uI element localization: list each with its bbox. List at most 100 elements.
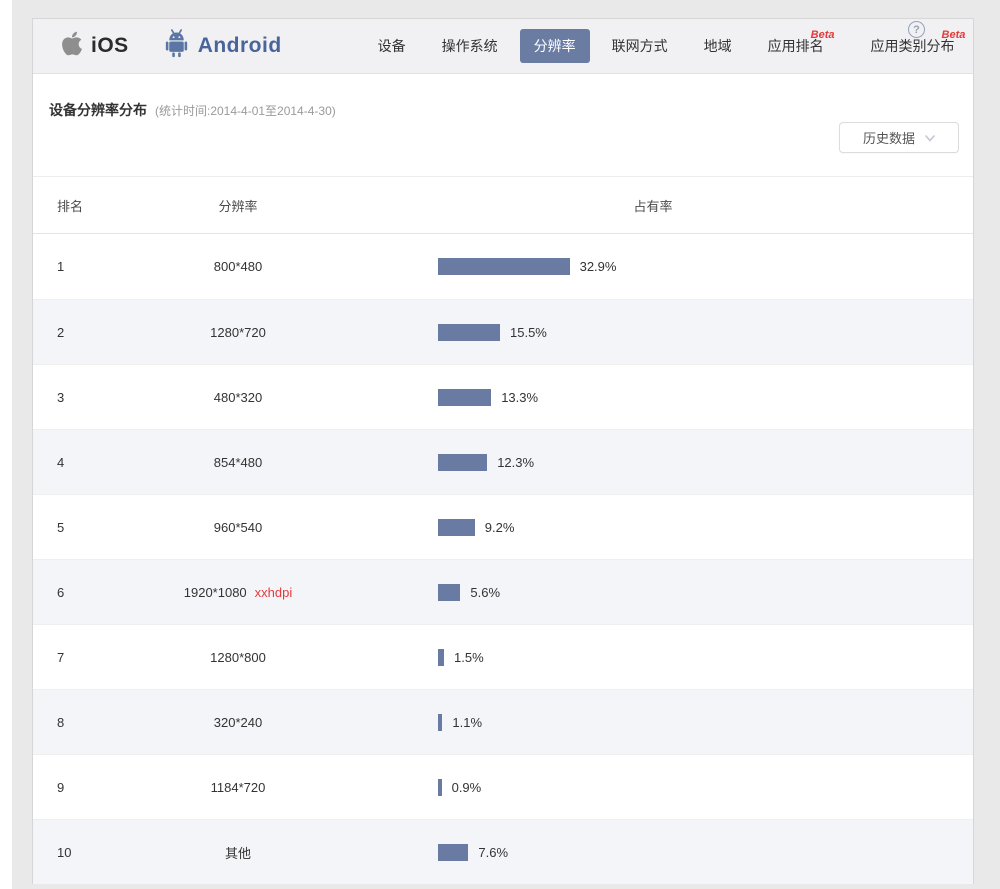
rank-cell: 4: [57, 454, 65, 470]
resolution-value: 1920*1080: [183, 584, 247, 600]
share-cell: 12.3%: [333, 453, 973, 471]
share-bar: [438, 323, 500, 341]
nav-tab-设备[interactable]: 设备: [364, 29, 420, 63]
top-nav: iOS: [33, 19, 973, 74]
rank-cell: 7: [57, 649, 65, 665]
platform-tab-ios[interactable]: iOS: [61, 30, 129, 62]
share-cell: 32.9%: [333, 258, 973, 275]
nav-tab-分辨率[interactable]: 分辨率: [519, 29, 590, 63]
resolution-value: 其他: [224, 845, 251, 861]
nav-tab-联网方式[interactable]: 联网方式: [598, 29, 682, 63]
share-bar: [438, 713, 443, 731]
nav-tab-label: 联网方式: [611, 38, 668, 54]
beta-badge: Beta: [810, 29, 835, 42]
nav-tab-应用类别分布[interactable]: 应用类别分布Beta: [857, 29, 980, 63]
nav-tab-label: 应用排名: [767, 38, 824, 54]
resolution-cell: 其他: [143, 843, 333, 862]
share-value: 5.6%: [470, 584, 501, 600]
resolution-value: 1184*720: [210, 779, 266, 795]
resolution-cell: 1280*800: [143, 650, 333, 665]
apple-icon: [61, 30, 83, 62]
share-cell: 7.6%: [333, 843, 973, 861]
table-row: 3 480*320 13.3%: [33, 364, 973, 429]
rank-cell: 3: [57, 389, 65, 405]
table-row: 1 800*480 32.9%: [33, 234, 973, 299]
dropdown-value: 历史数据: [862, 131, 915, 146]
beta-badge: Beta: [941, 29, 966, 42]
share-cell: 1.1%: [333, 713, 973, 731]
platform-tab-android[interactable]: Android: [163, 29, 282, 63]
table-header: 排名 分辨率 占有率: [33, 177, 973, 234]
rank-cell: 10: [57, 844, 72, 860]
nav-tab-label: 设备: [377, 38, 406, 54]
table-row: 8 320*240 1.1%: [33, 689, 973, 754]
resolution-value: 1280*800: [210, 649, 266, 665]
resolution-cell: 1280*720: [143, 325, 333, 340]
nav-tab-地域[interactable]: 地域: [690, 29, 746, 63]
resolution-cell: 960*540: [143, 520, 333, 535]
share-cell: 0.9%: [333, 778, 973, 796]
share-value: 9.2%: [484, 519, 515, 535]
column-header-share: 占有率: [633, 198, 673, 214]
share-cell: 5.6%: [333, 583, 973, 601]
share-value: 7.6%: [478, 844, 509, 860]
table-row: 7 1280*800 1.5%: [33, 624, 973, 689]
share-value: 1.1%: [452, 714, 483, 730]
analytics-panel: iOS: [32, 18, 974, 884]
share-value: 15.5%: [510, 324, 547, 340]
resolution-value: 854*480: [213, 454, 263, 470]
share-bar: [438, 648, 444, 666]
table-row: 2 1280*720 15.5%: [33, 299, 973, 364]
share-bar: [438, 778, 442, 796]
resolution-value: 320*240: [213, 714, 263, 730]
table-body: 1 800*480 32.9% 2 1280*720 15.5% 3 480*3…: [33, 234, 973, 884]
nav-tab-label: 操作系统: [441, 38, 498, 54]
nav-tab-label: 分辨率: [533, 38, 576, 54]
resolution-value: 480*320: [213, 389, 263, 405]
column-header-rank: 排名: [57, 198, 84, 214]
share-cell: 1.5%: [333, 648, 973, 666]
nav-tab-label: 地域: [703, 38, 732, 54]
share-bar: [438, 518, 475, 536]
share-value: 32.9%: [579, 259, 617, 274]
chevron-down-icon: [925, 129, 935, 147]
share-cell: 15.5%: [333, 323, 973, 341]
platform-label-android: Android: [197, 34, 282, 57]
page-title: 设备分辨率分布: [49, 102, 147, 118]
resolution-cell: 800*480: [143, 259, 333, 274]
rank-cell: 1: [57, 259, 65, 274]
share-cell: 13.3%: [333, 388, 973, 406]
nav-tab-操作系统[interactable]: 操作系统: [428, 29, 512, 63]
resolution-value: 800*480: [213, 259, 263, 274]
resolution-cell: 1184*720: [143, 780, 333, 795]
resolution-value: 960*540: [213, 519, 263, 535]
resolution-cell: 320*240: [143, 715, 333, 730]
resolution-value: 1280*720: [210, 324, 266, 340]
rank-cell: 9: [57, 779, 65, 795]
share-cell: 9.2%: [333, 518, 973, 536]
resolution-cell: 854*480: [143, 455, 333, 470]
nav-tabs: 设备 操作系统 分辨率 联网方式 地域 应用排名Beta 应用类别分布Beta: [360, 29, 984, 63]
resolution-cell: 1920*1080 xxhdpi: [143, 585, 333, 600]
rank-cell: 5: [57, 519, 65, 535]
history-data-dropdown[interactable]: 历史数据: [839, 122, 959, 153]
share-value: 1.5%: [454, 649, 484, 665]
share-bar: [438, 583, 461, 601]
resolution-cell: 480*320: [143, 390, 333, 405]
android-icon: [163, 29, 190, 63]
rank-cell: 6: [57, 584, 65, 600]
table-row: 6 1920*1080 xxhdpi 5.6%: [33, 559, 973, 624]
share-value: 12.3%: [497, 454, 535, 470]
table-row: 9 1184*720 0.9%: [33, 754, 973, 819]
platform-label-ios: iOS: [91, 34, 129, 57]
column-header-resolution: 分辨率: [218, 198, 258, 214]
nav-tab-应用排名[interactable]: 应用排名Beta: [754, 29, 849, 63]
nav-tab-label: 应用类别分布: [870, 38, 955, 54]
dpi-tag: xxhdpi: [254, 584, 293, 600]
stats-period: (统计时间:2014-4-01至2014-4-30): [155, 104, 336, 118]
help-icon[interactable]: ?: [908, 21, 925, 38]
share-bar: [438, 843, 469, 861]
resolution-table: 排名 分辨率 占有率 1 800*480 32.9% 2 1280*720 15…: [33, 177, 973, 884]
share-bar: [438, 388, 492, 406]
table-row: 5 960*540 9.2%: [33, 494, 973, 559]
